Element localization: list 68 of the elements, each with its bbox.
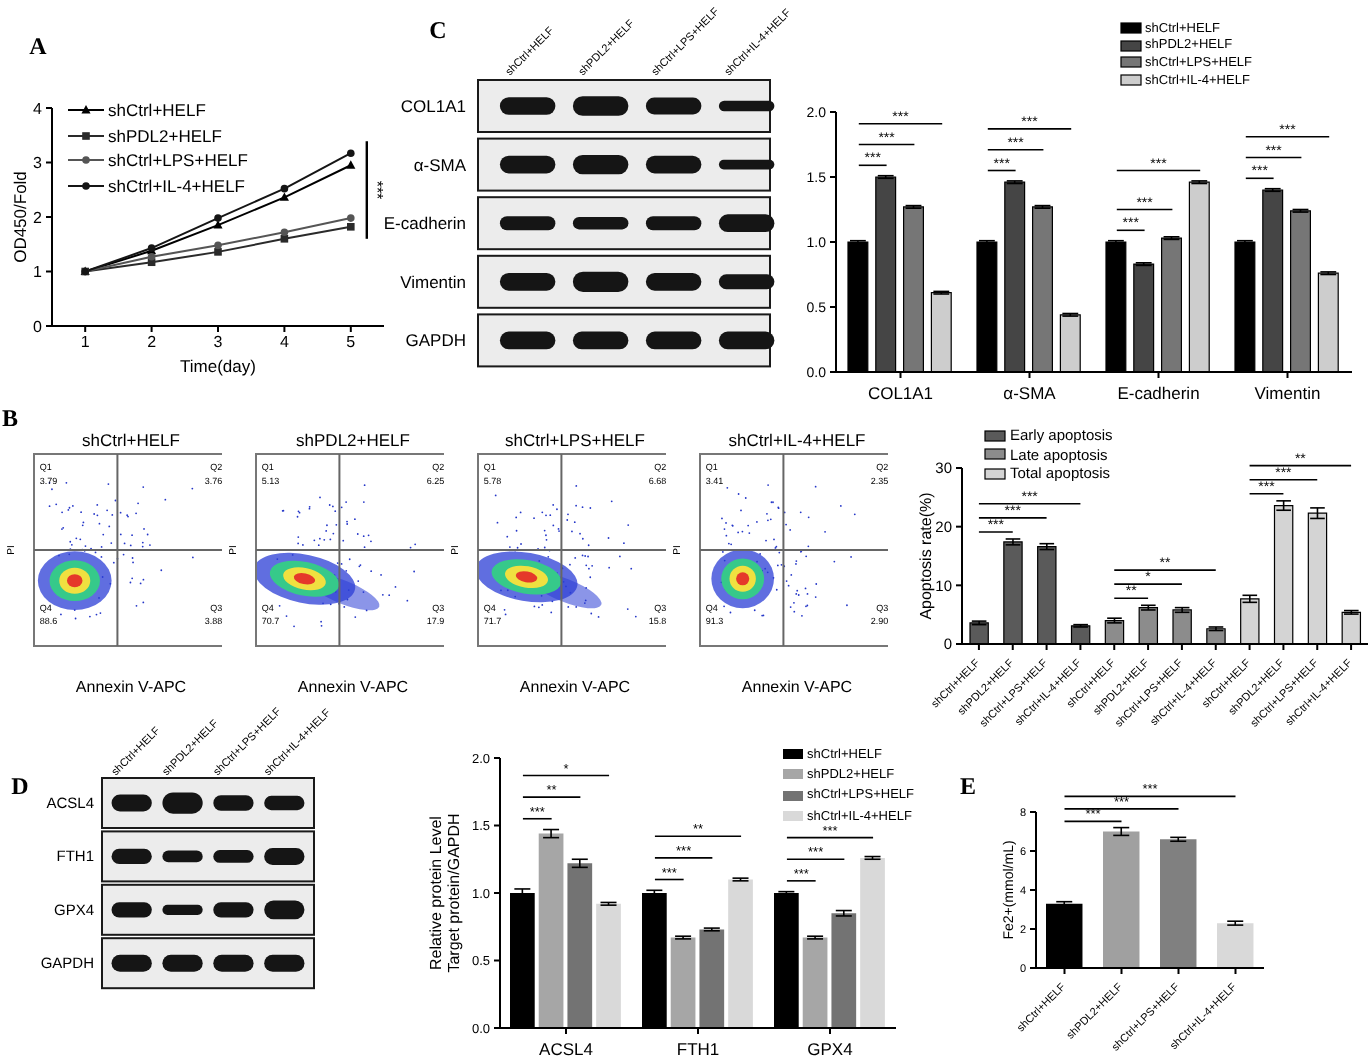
x-tick-label: ACSL4 <box>539 1038 594 1058</box>
x-tick-label: COL1A1 <box>867 382 934 403</box>
point <box>214 248 222 256</box>
point <box>147 252 156 261</box>
bar <box>728 879 753 1028</box>
point <box>347 223 355 231</box>
x-tick-label: E-cadherin <box>1117 382 1201 403</box>
text: shCtrl+LPS+HELF <box>505 430 645 450</box>
text: Annexin V-APC <box>519 678 631 696</box>
bar <box>670 937 696 1028</box>
y-tick-label: 1 <box>33 263 44 282</box>
y-axis-title: Apoptosis rate(%) <box>917 491 935 620</box>
y-tick-label: 4 <box>33 99 44 118</box>
x-tick-label: Vimentin <box>1254 382 1321 403</box>
text: Annexin V-APC <box>75 678 187 696</box>
bar <box>802 937 828 1028</box>
category-label: GAPDH <box>405 330 466 351</box>
point <box>214 241 222 250</box>
bar <box>831 913 857 1028</box>
annotation: *** <box>367 180 386 200</box>
y-axis-title: Relative protein Level Target protein/GAPDH <box>427 812 463 973</box>
point <box>346 160 356 169</box>
category-label: E-cadherin <box>383 213 466 234</box>
text: Annexin V-APC <box>297 678 409 696</box>
x-tick-label: 1 <box>80 333 91 352</box>
chart-title: E <box>959 772 977 800</box>
text: shCtrl+IL-4+HELF <box>728 430 866 450</box>
point <box>347 214 355 222</box>
bar <box>538 833 564 1028</box>
point <box>280 228 289 237</box>
bar <box>1217 923 1254 968</box>
bar <box>567 863 593 1028</box>
text: shCtrl+HELF <box>82 430 180 450</box>
legend-label: shPDL2+HELF <box>108 125 222 146</box>
y-tick-label: 0 <box>33 317 44 336</box>
text: Annexin V-APC <box>741 678 853 696</box>
bar <box>860 857 885 1028</box>
x-tick-label: 5 <box>346 333 357 352</box>
text: shPDL2+HELF <box>296 430 410 450</box>
x-tick-label: 2 <box>147 333 158 352</box>
text: C <box>429 16 447 44</box>
bar <box>1103 831 1140 968</box>
bar <box>1160 839 1197 968</box>
point <box>280 184 289 193</box>
point <box>213 220 223 229</box>
x-axis-title: Time(day) <box>180 356 257 376</box>
x-tick-label: α-SMA <box>1003 382 1057 403</box>
y-tick-label: 2 <box>33 208 44 227</box>
bar <box>596 903 621 1028</box>
category-label: Vimentin <box>400 271 466 292</box>
point <box>214 214 222 222</box>
text: D <box>11 772 30 800</box>
x-tick-label: 3 <box>213 333 224 352</box>
point <box>347 149 355 158</box>
point <box>279 192 289 201</box>
category-label: COL1A1 <box>400 96 466 116</box>
x-tick-label: GPX4 <box>807 1038 854 1058</box>
legend-label: shCtrl+HELF <box>108 100 206 121</box>
bar <box>699 929 725 1028</box>
legend-label: shCtrl+LPS+HELF <box>108 150 248 171</box>
x-tick-label: FTH1 <box>676 1038 720 1058</box>
text: B <box>1 404 19 432</box>
x-tick-label: 4 <box>279 333 290 352</box>
y-axis-title: OD450/Fold <box>10 170 30 263</box>
legend-label: shCtrl+IL-4+HELF <box>108 175 245 196</box>
y-tick-label: 3 <box>33 154 44 173</box>
chart-title: A <box>29 32 48 60</box>
category-label: α-SMA <box>413 154 466 175</box>
